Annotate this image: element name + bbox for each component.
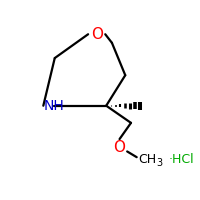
Text: 3: 3 <box>157 158 163 168</box>
Text: O: O <box>91 27 103 42</box>
Text: CH: CH <box>139 153 157 166</box>
Text: NH: NH <box>43 99 64 113</box>
Text: ·HCl: ·HCl <box>169 153 195 166</box>
Text: O: O <box>114 140 126 155</box>
